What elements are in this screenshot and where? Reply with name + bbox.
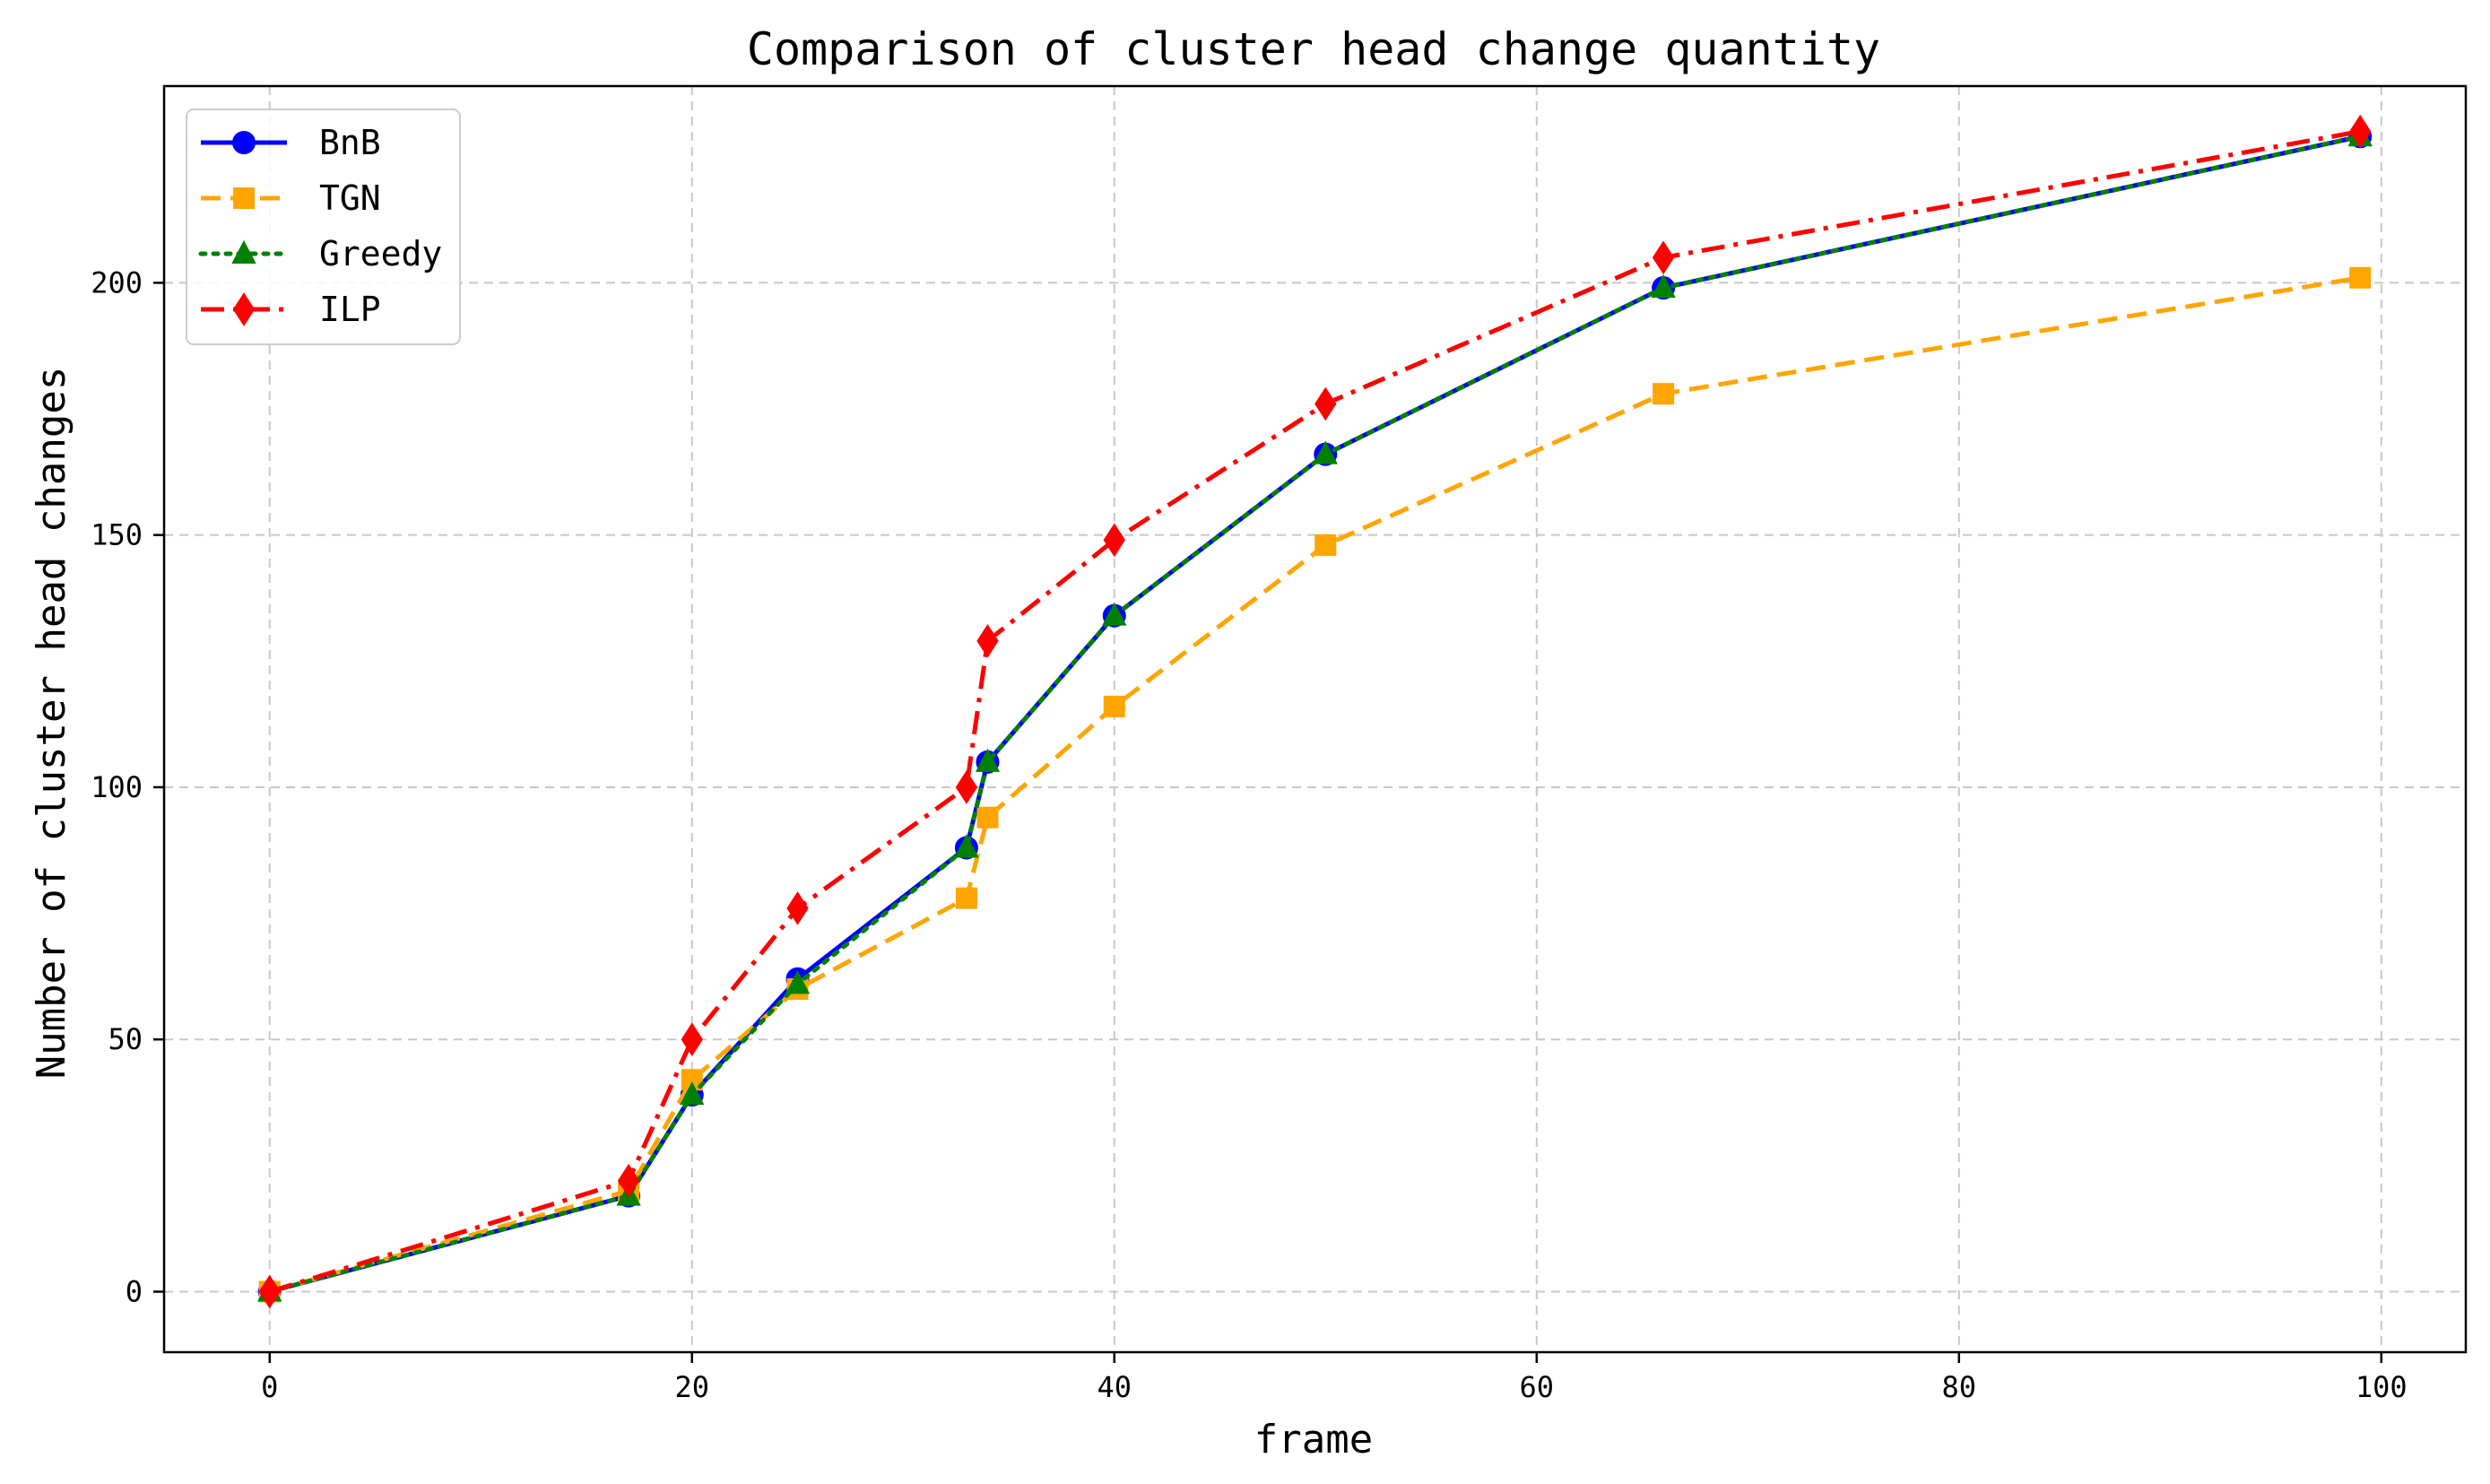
legend-item-bnb: BnB xyxy=(201,123,381,162)
data-point-ilp xyxy=(258,1274,281,1309)
legend-label-bnb: BnB xyxy=(319,123,381,162)
data-point-ilp xyxy=(786,891,809,925)
x-tick-label: 0 xyxy=(261,1370,278,1404)
series-line-tgn xyxy=(269,275,2361,1294)
legend-item-ilp: ILP xyxy=(201,290,381,329)
y-tick-label: 50 xyxy=(108,1022,143,1056)
legend-item-tgn: TGN xyxy=(201,178,381,218)
legend-marker-tgn xyxy=(233,187,255,209)
data-point-ilp xyxy=(1103,523,1125,558)
legend-label-ilp: ILP xyxy=(319,290,381,329)
data-point-greedy xyxy=(1313,440,1338,464)
data-point-ilp xyxy=(1314,386,1337,421)
grid xyxy=(164,86,2466,1352)
legend-marker-bnb xyxy=(232,131,256,154)
data-point-tgn xyxy=(955,887,977,909)
data-point-tgn xyxy=(976,806,999,829)
data-point-tgn xyxy=(1653,383,1675,405)
ticks: 0 20 40 60 80 100 0 50 100 150 200 xyxy=(91,265,2407,1404)
data-point-ilp xyxy=(1652,240,1675,275)
legend-box xyxy=(186,108,461,345)
legend-label-tgn: TGN xyxy=(319,178,381,218)
y-tick-label: 0 xyxy=(126,1274,143,1308)
series-layer xyxy=(257,114,2373,1309)
data-point-tgn xyxy=(1314,534,1337,556)
legend-label-greedy: Greedy xyxy=(319,234,442,273)
series-line-greedy xyxy=(267,134,2363,1294)
y-tick-label: 100 xyxy=(91,770,143,804)
y-tick-label: 200 xyxy=(91,265,143,299)
y-axis-label: Number of cluster head changes xyxy=(29,367,74,1080)
x-tick-label: 40 xyxy=(1098,1370,1132,1404)
data-point-ilp xyxy=(617,1163,640,1198)
x-tick-label: 100 xyxy=(2356,1370,2408,1404)
legend: BnB TGN Greedy ILP xyxy=(186,108,461,345)
data-point-greedy xyxy=(680,1080,705,1106)
series-ilp xyxy=(258,114,2372,1309)
x-axis-label: frame xyxy=(1254,1417,1373,1462)
data-point-greedy xyxy=(785,970,811,994)
data-point-greedy xyxy=(975,748,1001,772)
data-point-ilp xyxy=(681,1022,703,1057)
data-point-ilp xyxy=(955,770,978,804)
series-line-ilp xyxy=(269,129,2361,1294)
data-point-tgn xyxy=(2349,266,2372,289)
x-tick-label: 60 xyxy=(1520,1370,1555,1404)
y-tick-label: 150 xyxy=(91,518,143,552)
legend-marker-ilp xyxy=(232,292,256,326)
plot-frame xyxy=(162,84,2468,1354)
legend-item-greedy: Greedy xyxy=(198,234,442,273)
data-point-greedy xyxy=(954,834,979,858)
data-point-ilp xyxy=(976,623,999,658)
data-point-greedy xyxy=(1102,602,1127,626)
data-point-tgn xyxy=(1103,695,1125,717)
data-point-greedy xyxy=(1651,273,1676,299)
x-tick-label: 20 xyxy=(674,1370,709,1404)
x-tick-label: 80 xyxy=(1942,1370,1977,1404)
chart-title: Comparison of cluster head change quanti… xyxy=(747,23,1880,75)
legend-marker-greedy xyxy=(231,239,256,264)
data-point-ilp xyxy=(2349,114,2372,149)
